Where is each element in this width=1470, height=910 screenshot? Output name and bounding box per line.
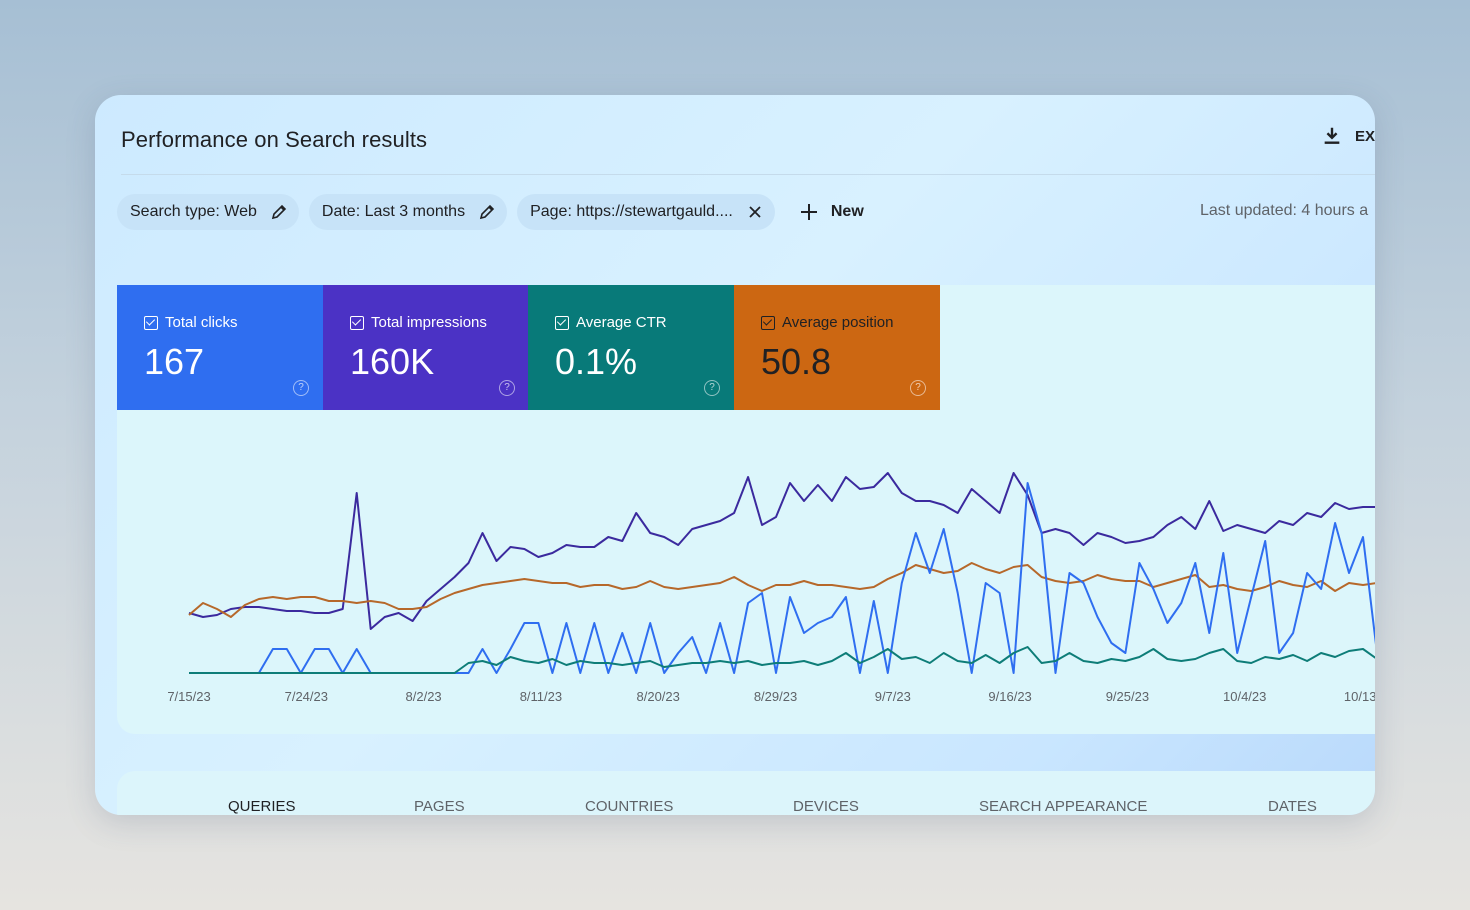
last-updated-text: Last updated: 4 hours a	[1200, 202, 1369, 219]
checkbox-icon[interactable]	[144, 315, 158, 330]
metric-card-total-impressions[interactable]: Total impressions 160K ?	[323, 285, 529, 410]
series-line-2	[189, 482, 1375, 674]
metric-value: 160K	[350, 341, 435, 382]
x-tick-label: 9/7/23	[875, 689, 911, 704]
x-tick-label: 9/16/23	[988, 689, 1031, 704]
page-title: Performance on Search results	[121, 127, 428, 152]
filter-chip-date[interactable]: Date: Last 3 months	[308, 194, 508, 230]
metric-card-total-clicks[interactable]: Total clicks 167 ?	[117, 285, 323, 410]
series-line-0	[188, 472, 1375, 630]
metric-label: Total clicks	[165, 314, 238, 331]
checkbox-icon[interactable]	[555, 315, 569, 330]
x-tick-label: 10/4/23	[1223, 689, 1266, 704]
metric-label-row: Average CTR	[555, 314, 667, 331]
metric-label-row: Total clicks	[144, 314, 238, 331]
metric-card-average-position[interactable]: Average position 50.8 ?	[734, 285, 940, 410]
metric-card-average-ctr[interactable]: Average CTR 0.1% ?	[528, 285, 734, 410]
tab-dates[interactable]: DATES	[1268, 798, 1317, 815]
tab-countries[interactable]: COUNTRIES	[585, 798, 674, 815]
tab-devices[interactable]: DEVICES	[793, 798, 859, 815]
help-icon[interactable]: ?	[910, 380, 926, 396]
pencil-icon[interactable]	[271, 204, 287, 220]
x-tick-label: 8/20/23	[637, 689, 680, 704]
filter-bar: Search type: Web Date: Last 3 months Pag…	[117, 194, 874, 230]
x-tick-label: 8/29/23	[754, 689, 797, 704]
x-tick-label: 7/24/23	[285, 689, 328, 704]
performance-window: Performance on Search results EX Search …	[95, 95, 1375, 815]
filter-chip-label: Search type: Web	[130, 203, 257, 220]
series-line-3	[189, 646, 1375, 674]
plus-icon	[800, 204, 817, 220]
tab-queries[interactable]: QUERIES	[228, 798, 296, 815]
metric-label: Average CTR	[576, 314, 667, 331]
header-divider	[121, 174, 1375, 175]
metric-label: Total impressions	[371, 314, 487, 331]
x-tick-label: 9/25/23	[1106, 689, 1149, 704]
new-filter-button[interactable]: New	[789, 202, 874, 222]
metric-value: 0.1%	[555, 341, 638, 382]
new-filter-label: New	[830, 203, 864, 220]
filter-chip-label: Page: https://stewartgauld....	[530, 203, 733, 220]
metric-label: Average position	[782, 314, 894, 331]
tab-pages[interactable]: PAGES	[414, 798, 465, 815]
report-tabs: QUERIES PAGES COUNTRIES DEVICES SEARCH A…	[117, 771, 1375, 815]
performance-line-chart: 7/15/23 7/24/23 8/2/23 8/11/23 8/20/23 8/29/2…	[167, 472, 1375, 704]
help-icon[interactable]: ?	[704, 380, 720, 396]
checkbox-icon[interactable]	[761, 315, 775, 330]
x-tick-label: 7/15/23	[167, 689, 210, 704]
filter-chip-search-type[interactable]: Search type: Web	[117, 194, 299, 230]
pencil-icon[interactable]	[479, 204, 495, 220]
metric-value: 167	[144, 341, 205, 382]
export-label: EX	[1354, 127, 1375, 145]
metric-value: 50.8	[761, 341, 832, 382]
filter-chip-label: Date: Last 3 months	[321, 203, 466, 220]
download-icon	[1324, 127, 1340, 144]
metric-label-row: Total impressions	[350, 314, 487, 331]
x-tick-label: 8/2/23	[406, 689, 442, 704]
tab-search-appearance[interactable]: SEARCH APPEARANCE	[979, 798, 1148, 815]
filter-chip-page[interactable]: Page: https://stewartgauld....	[517, 194, 775, 230]
x-tick-label: 10/13/	[1344, 689, 1375, 704]
help-icon[interactable]: ?	[293, 380, 309, 396]
help-icon[interactable]: ?	[499, 380, 515, 396]
x-tick-label: 8/11/23	[520, 689, 562, 704]
checkbox-icon[interactable]	[350, 315, 364, 330]
metric-label-row: Average position	[761, 314, 893, 331]
series-line-1	[188, 562, 1375, 618]
close-icon[interactable]	[747, 204, 763, 220]
export-button[interactable]: EX	[1321, 125, 1375, 147]
